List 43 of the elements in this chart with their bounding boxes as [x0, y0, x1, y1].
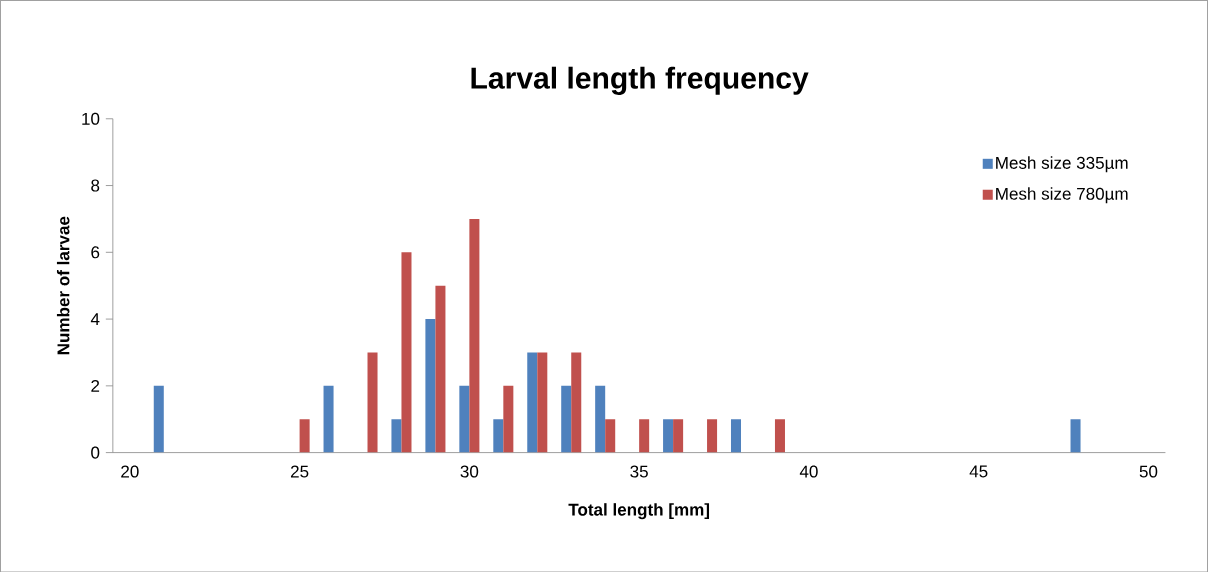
x-tick-label: 20 — [121, 465, 139, 478]
y-tick-label: 10 — [82, 112, 100, 125]
bar — [469, 218, 480, 453]
bar — [1070, 419, 1081, 453]
bar — [663, 419, 674, 453]
bar — [435, 285, 446, 453]
bar — [153, 385, 164, 453]
bar — [299, 419, 310, 453]
x-tick-label: 30 — [460, 465, 479, 478]
bar — [503, 385, 514, 453]
bar — [459, 385, 470, 453]
bar — [425, 318, 436, 453]
bar — [493, 419, 504, 453]
y-tick-label: 4 — [90, 313, 100, 325]
bar — [367, 352, 378, 453]
legend-label: Mesh size 335µm — [996, 156, 1128, 173]
bar — [571, 352, 582, 453]
bar — [639, 419, 650, 453]
x-tick-label: 45 — [969, 465, 988, 478]
chart-title: Larval length frequency — [471, 66, 809, 95]
bar — [391, 419, 402, 453]
bar — [673, 419, 684, 453]
bar — [730, 419, 741, 453]
y-axis-title: Number of larvae — [56, 216, 70, 354]
bar — [401, 252, 412, 453]
y-tick-label: 0 — [91, 446, 100, 459]
y-tick-label: 6 — [91, 246, 100, 259]
bar — [605, 419, 616, 453]
bar — [323, 385, 334, 453]
x-tick-label: 35 — [630, 465, 648, 478]
x-tick-label: 50 — [1139, 465, 1158, 478]
bar — [774, 419, 785, 453]
x-tick-label: 25 — [290, 465, 309, 478]
bar — [527, 352, 538, 453]
x-tick-label: 40 — [799, 465, 818, 478]
y-tick-label: 8 — [91, 179, 100, 192]
bar — [595, 385, 606, 453]
y-tick-label: 2 — [91, 379, 100, 392]
bar — [561, 385, 572, 453]
legend-label: Mesh size 780µm — [996, 187, 1128, 203]
bar — [537, 352, 548, 453]
bar — [707, 419, 718, 453]
x-axis-title: Total length [mm] — [568, 502, 710, 519]
